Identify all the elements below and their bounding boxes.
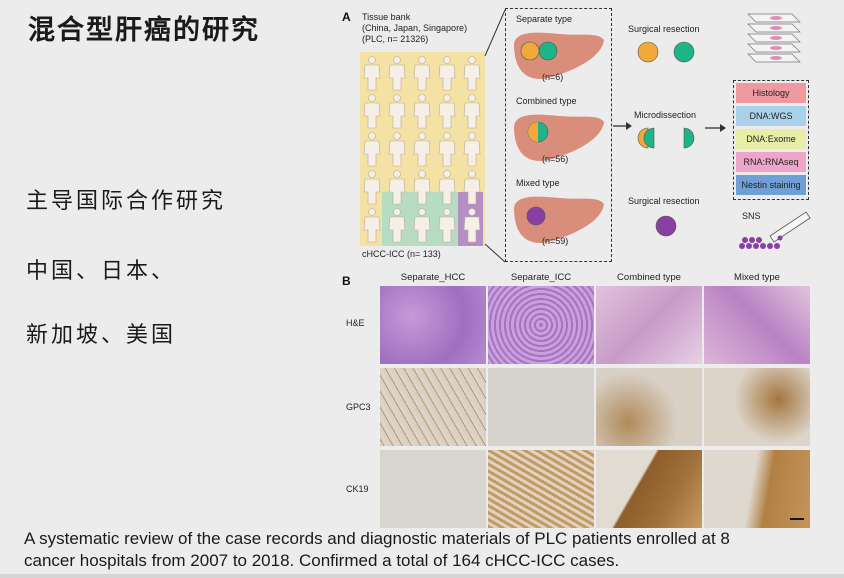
microdissected-icc-half	[643, 127, 655, 149]
assay-histology: Histology	[736, 83, 806, 103]
liver-diagrams	[514, 32, 604, 243]
assay-dna-wgs: DNA:WGS	[736, 106, 806, 126]
tile-he-icc	[488, 286, 594, 364]
patient-figure	[413, 94, 431, 129]
patient-figure	[438, 170, 456, 205]
scale-bar	[790, 518, 804, 520]
patient-figure	[438, 208, 456, 243]
col-separate-icc: Separate_ICC	[510, 272, 572, 283]
tile-he-mixed	[704, 286, 810, 364]
assay-rna-seq: RNA:RNAseq	[736, 152, 806, 172]
tile-ck19-combined	[596, 450, 702, 528]
tile-ck19-mixed	[704, 450, 810, 528]
patient-figure	[413, 208, 431, 243]
patient-figure	[463, 208, 481, 243]
type-mixed-n: (n=59)	[542, 236, 569, 246]
row-gpc3: GPC3	[346, 402, 371, 412]
assay-box	[733, 80, 809, 200]
bullet-countries-line1: 中国、日本、	[26, 259, 177, 284]
patient-figure	[463, 94, 481, 129]
patient-figure	[413, 170, 431, 205]
patient-figure	[363, 170, 381, 205]
caption-line-1: A systematic review of the case records …	[24, 529, 730, 548]
tile-he-hcc	[380, 286, 486, 364]
tile-gpc3-combined	[596, 368, 702, 446]
patient-figure	[388, 170, 406, 205]
type-mixed-label: Mixed type	[516, 178, 560, 188]
method-surgical-resection-1: Surgical resection	[628, 24, 700, 34]
method-microdissection: Microdissection	[634, 110, 697, 120]
caption: A systematic review of the case records …	[24, 528, 824, 572]
sns-label: SNS	[742, 211, 761, 221]
tile-gpc3-mixed	[704, 368, 810, 446]
separate-hcc-nodule	[520, 41, 540, 61]
patient-figure	[438, 56, 456, 91]
combined-hcc-half	[528, 122, 538, 142]
liver-separate	[514, 32, 604, 79]
bank-title: Tissue bank	[362, 12, 411, 22]
patient-figure	[463, 132, 481, 167]
microdissected-icc-half-2	[683, 127, 695, 149]
patient-figure	[363, 208, 381, 243]
patient-figure	[463, 56, 481, 91]
bullet-international-collaboration: 主导国际合作研究	[26, 189, 227, 214]
resected-mixed	[655, 215, 677, 237]
panel-b-label: B	[342, 274, 351, 288]
figure: A Tissue bank (China, Japan, Singapore) …	[338, 6, 818, 528]
patient-figure	[363, 56, 381, 91]
assay-nestin: Nestin staining	[736, 175, 806, 195]
tile-ck19-hcc	[380, 450, 486, 528]
row-ck19: CK19	[346, 484, 369, 494]
tile-gpc3-icc	[488, 368, 594, 446]
tile-ck19-icc	[488, 450, 594, 528]
patient-figures	[363, 56, 481, 243]
resected-icc	[673, 41, 695, 63]
resected-hcc	[637, 41, 659, 63]
patient-figure	[388, 132, 406, 167]
bottom-bar	[0, 574, 844, 578]
tile-he-combined	[596, 286, 702, 364]
mixed-nodule	[526, 206, 546, 226]
bank-count: (PLC, n= 21326)	[362, 34, 429, 44]
patient-figure	[413, 56, 431, 91]
patient-figure	[438, 132, 456, 167]
row-he: H&E	[346, 318, 365, 328]
type-combined-label: Combined type	[516, 96, 577, 106]
patient-figure	[363, 94, 381, 129]
col-separate-hcc: Separate_HCC	[400, 272, 466, 283]
tile-gpc3-hcc	[380, 368, 486, 446]
col-combined: Combined type	[617, 272, 681, 283]
separate-icc-nodule	[538, 41, 558, 61]
type-separate-label: Separate type	[516, 14, 573, 24]
caption-line-2: cancer hospitals from 2007 to 2018. Conf…	[24, 551, 620, 570]
patient-figure	[463, 170, 481, 205]
assay-dna-exome: DNA:Exome	[736, 129, 806, 149]
slide-stack-icon	[747, 13, 801, 63]
type-separate-n: (n=6)	[542, 72, 564, 82]
chcc-count: cHCC-ICC (n= 133)	[362, 249, 441, 259]
patient-figure	[388, 208, 406, 243]
patient-figure	[438, 94, 456, 129]
panel-a-label: A	[342, 10, 351, 24]
slide-title: 混合型肝癌的研究	[28, 15, 260, 46]
method-surgical-resection-2: Surgical resection	[628, 196, 700, 206]
bullet-countries-line2: 新加坡、美国	[26, 323, 177, 348]
type-combined-n: (n=56)	[542, 154, 569, 164]
sns-pipette-icon	[739, 211, 811, 249]
col-mixed: Mixed type	[734, 272, 780, 283]
patient-figure	[363, 132, 381, 167]
connector-lines	[484, 9, 726, 263]
bank-origin: (China, Japan, Singapore)	[362, 23, 468, 33]
patient-figure	[413, 132, 431, 167]
patient-figure	[388, 94, 406, 129]
sample-circles	[637, 41, 695, 237]
tumor-type-box	[505, 8, 612, 262]
patient-figure	[388, 56, 406, 91]
